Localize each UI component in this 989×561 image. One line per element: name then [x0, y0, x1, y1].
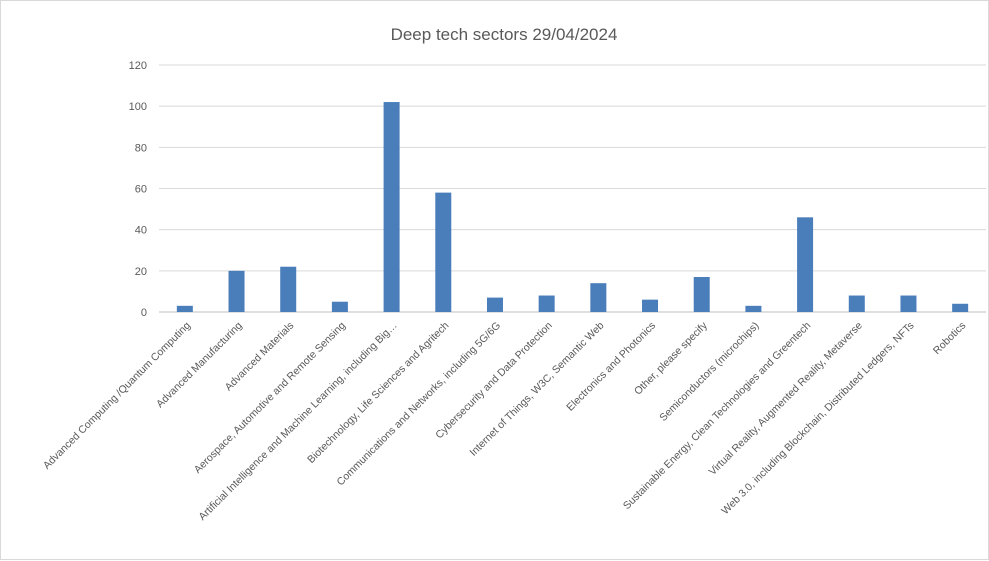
gridlines — [159, 64, 986, 313]
x-tick-label: Sustainable Energy, Clean Technologies a… — [621, 320, 813, 512]
bar — [538, 295, 555, 312]
y-tick-label: 100 — [129, 101, 147, 113]
y-tick-label: 80 — [135, 142, 147, 154]
x-tick-label: Robotics — [931, 320, 968, 357]
y-axis-labels: 0 20 40 60 80 100 120 — [129, 60, 147, 319]
bar — [383, 102, 400, 312]
y-tick-label: 60 — [135, 184, 147, 196]
y-tick-label: 20 — [135, 266, 147, 278]
bar — [642, 299, 659, 312]
y-tick-label: 0 — [141, 307, 147, 319]
x-tick-label: Artificial Intelligence and Machine Lear… — [196, 320, 399, 523]
bar — [228, 270, 245, 312]
bar — [900, 295, 917, 312]
x-tick-label: Electronics and Photonics — [564, 320, 658, 414]
bar — [952, 303, 969, 312]
x-tick-label: Semiconductors (microchips) — [657, 320, 761, 424]
y-tick-label: 40 — [135, 225, 147, 237]
bar — [176, 305, 193, 312]
bar — [745, 305, 762, 312]
bars — [176, 102, 969, 312]
bar — [280, 266, 297, 312]
bar — [693, 277, 710, 312]
bar — [590, 283, 607, 312]
chart-title: Deep tech sectors 29/04/2024 — [391, 25, 618, 44]
bar — [797, 217, 814, 312]
bar — [331, 301, 348, 312]
x-tick-label: Web 3.0, including Blockchain, Distribut… — [719, 320, 916, 517]
y-tick-label: 120 — [129, 60, 147, 72]
x-tick-label: Advanced Manufacturing — [154, 320, 245, 411]
bar — [486, 297, 503, 312]
bar — [848, 295, 865, 312]
bar — [435, 192, 452, 312]
x-axis-labels: Advanced Computing /Quantum ComputingAdv… — [41, 319, 968, 523]
